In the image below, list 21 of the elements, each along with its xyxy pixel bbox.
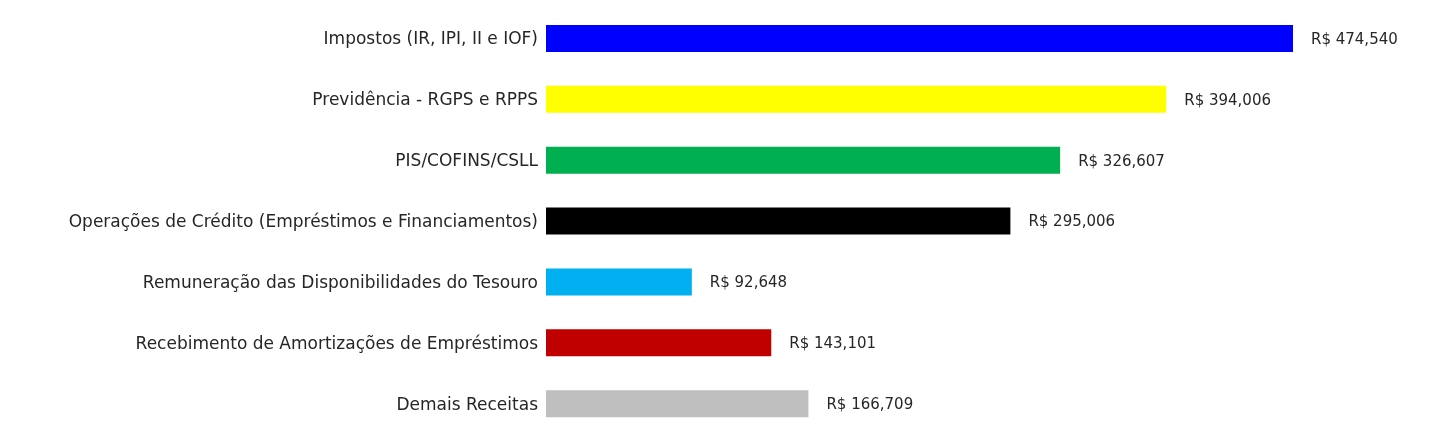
data-label: R$ 166,709	[826, 394, 914, 413]
y-tick-label: Recebimento de Amortizações de Empréstimos	[135, 332, 539, 353]
bar	[546, 268, 692, 296]
y-tick-label: Demais Receitas	[396, 393, 539, 414]
data-label: R$ 394,006	[1184, 90, 1271, 109]
y-tick-label: Impostos (IR, IPI, II e IOF)	[323, 28, 538, 49]
data-label: R$ 474,540	[1311, 29, 1398, 48]
bar	[546, 207, 1011, 235]
y-tick-label: PIS/COFINS/CSLL	[395, 150, 539, 171]
data-label: R$ 326,607	[1078, 151, 1165, 170]
bar	[546, 25, 1293, 52]
y-tick-label: Previdência - RGPS e RPPS	[312, 89, 538, 110]
data-label: R$ 143,101	[789, 334, 877, 353]
y-tick-label: Operações de Crédito (Empréstimos e Financiamentos)	[68, 211, 538, 232]
y-tick-label: Remuneração das Disponibilidades do Tesouro	[142, 271, 538, 292]
bar	[546, 329, 772, 357]
bar	[546, 390, 809, 418]
data-label: R$ 295,006	[1028, 212, 1116, 231]
bar	[546, 85, 1167, 113]
data-label: R$ 92,648	[709, 273, 788, 292]
bar	[546, 146, 1061, 174]
